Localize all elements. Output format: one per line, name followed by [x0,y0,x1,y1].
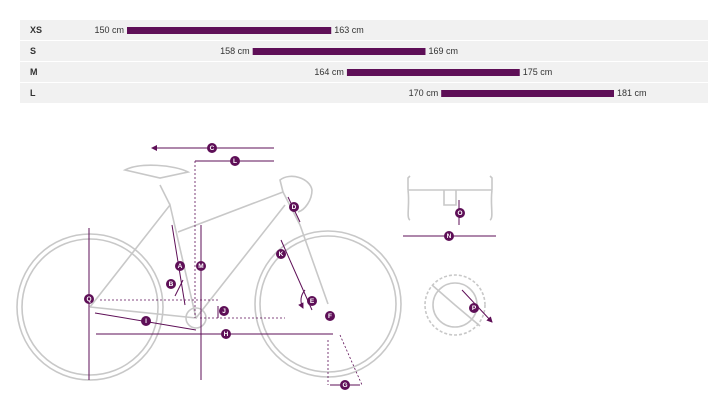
badge-letter: M [198,263,203,270]
dimension-badge: O [455,208,465,218]
badge-letter: L [233,158,237,165]
row-background [20,83,708,103]
badge-circle [175,261,185,271]
badge-circle [219,306,229,316]
badge-circle [166,279,176,289]
badge-circle [289,202,299,212]
badge-circle [444,231,454,241]
dimension-badge: B [166,279,176,289]
row-background [20,20,708,40]
badge-letter: D [292,204,297,211]
badge-circle [141,316,151,326]
badge-circle [340,380,350,390]
badge-circle [325,311,335,321]
badge-circle [276,249,286,259]
badge-letter: C [210,145,215,152]
badge-letter: O [457,210,462,217]
size-table: XS 150 cm 163 cm S 158 cm 169 cm M 164 cm 175 cm… [20,20,708,103]
dimension-badge: D [289,202,299,212]
range-high-label: 175 cm [523,67,553,77]
badge-letter: I [145,318,147,325]
badge-letter: P [472,305,477,312]
range-low-label: 170 cm [409,88,439,98]
range-low-label: 150 cm [94,25,124,35]
dimension-badge: H [221,329,231,339]
size-label: M [30,67,38,77]
badge-letter: G [342,382,347,389]
dimension-badge: F [325,311,335,321]
size-label: S [30,46,36,56]
range-high-label: 169 cm [428,46,458,56]
badge-circle [307,296,317,306]
range-high-label: 163 cm [334,25,364,35]
dimension-badge: E [307,296,317,306]
dimension-badge: M [196,261,206,271]
bike-diagram: C L D A M B K Q J E F I H G O N P [16,143,496,390]
badge-letter: J [222,308,226,315]
badge-circle [230,156,240,166]
badge-letter: F [328,313,332,320]
dimension-badge: J [219,306,229,316]
dimension-badge: P [469,303,479,313]
badge-circle [455,208,465,218]
badge-circle [469,303,479,313]
dimension-badge: A [175,261,185,271]
dimension-badge: Q [84,294,94,304]
badge-circle [207,143,217,153]
dimension-badge: I [141,316,151,326]
badge-circle [221,329,231,339]
size-label: L [30,88,36,98]
dimension-badge: C [207,143,217,153]
dimension-badge: L [230,156,240,166]
range-high-label: 181 cm [617,88,647,98]
range-bar [127,27,332,34]
dimension-badge: K [276,249,286,259]
badge-letter: H [224,331,229,338]
badge-letter: K [279,251,284,258]
badge-circle [196,261,206,271]
dimension-badge: G [340,380,350,390]
badge-letter: A [178,263,183,270]
badge-letter: E [310,298,315,305]
range-low-label: 158 cm [220,46,250,56]
badge-letter: N [447,233,452,240]
size-label: XS [30,25,42,35]
dimension-badge: N [444,231,454,241]
range-bar [441,90,614,97]
range-bar [346,69,520,76]
badge-letter: Q [86,296,91,303]
badge-circle [84,294,94,304]
range-low-label: 164 cm [314,67,344,77]
badge-letter: B [169,281,174,288]
range-bar [252,48,426,55]
